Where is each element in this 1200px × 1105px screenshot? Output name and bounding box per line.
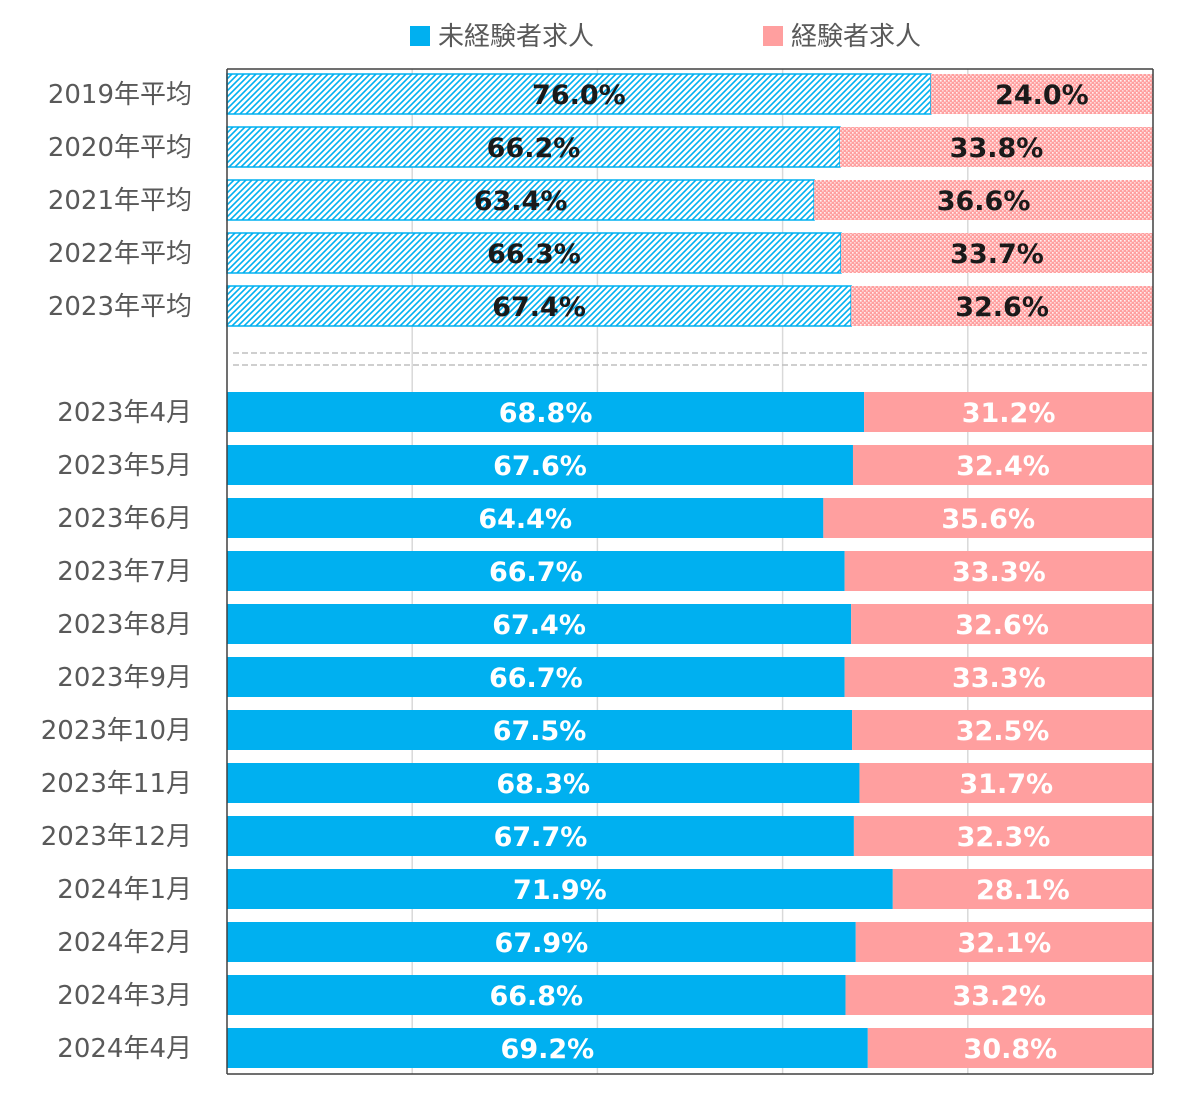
data-label: 67.4% bbox=[492, 292, 586, 323]
data-label: 24.0% bbox=[995, 80, 1089, 111]
data-label: 32.6% bbox=[955, 610, 1049, 641]
bar-segment bbox=[852, 445, 1153, 485]
bar-segment bbox=[227, 1028, 868, 1068]
bar-segment bbox=[227, 763, 860, 803]
data-label: 64.4% bbox=[478, 504, 572, 535]
data-label: 71.9% bbox=[513, 875, 607, 906]
bar-segment bbox=[855, 922, 1153, 962]
data-label: 66.2% bbox=[487, 133, 581, 164]
bar-segment bbox=[840, 127, 1153, 167]
bar-segment bbox=[853, 816, 1153, 856]
data-label: 33.3% bbox=[952, 663, 1046, 694]
bar-segment bbox=[227, 498, 824, 538]
bar-segment bbox=[226, 285, 852, 327]
category-label: 2024年2月 bbox=[57, 928, 192, 958]
category-label: 2023年11月 bbox=[41, 769, 192, 799]
bar-segment bbox=[930, 74, 1153, 114]
data-label: 33.8% bbox=[950, 133, 1044, 164]
category-label: 2022年平均 bbox=[48, 239, 192, 269]
data-label: 32.4% bbox=[956, 451, 1050, 482]
bar-segment bbox=[859, 763, 1153, 803]
bar-segment bbox=[226, 126, 841, 168]
data-label: 33.7% bbox=[950, 239, 1044, 270]
bar-segment bbox=[823, 498, 1153, 538]
category-label: 2023年10月 bbox=[41, 716, 192, 746]
category-label: 2023年7月 bbox=[57, 557, 192, 587]
data-label: 63.4% bbox=[474, 186, 568, 217]
bar-segment bbox=[867, 1028, 1153, 1068]
data-label: 32.3% bbox=[957, 822, 1051, 853]
bar-segment bbox=[845, 975, 1153, 1015]
category-label: 2024年3月 bbox=[57, 981, 192, 1011]
data-label: 30.8% bbox=[964, 1034, 1058, 1065]
data-label: 33.2% bbox=[952, 981, 1046, 1012]
bar-segment bbox=[852, 710, 1153, 750]
bar-segment bbox=[840, 233, 1153, 273]
data-label: 69.2% bbox=[501, 1034, 595, 1065]
bar-segment bbox=[844, 551, 1153, 591]
legend: 未経験者求人 経験者求人 bbox=[410, 22, 921, 52]
bar-segment bbox=[227, 392, 865, 432]
legend-swatch bbox=[410, 26, 430, 46]
data-label: 66.3% bbox=[487, 239, 581, 270]
data-label: 32.5% bbox=[956, 716, 1050, 747]
data-label: 67.6% bbox=[493, 451, 587, 482]
bar-segment bbox=[227, 710, 853, 750]
data-label: 28.1% bbox=[976, 875, 1070, 906]
bar-segment bbox=[227, 551, 845, 591]
category-label: 2023年12月 bbox=[41, 822, 192, 852]
data-label: 67.4% bbox=[492, 610, 586, 641]
data-label: 35.6% bbox=[941, 504, 1035, 535]
data-label: 31.7% bbox=[959, 769, 1053, 800]
category-label: 2023年平均 bbox=[48, 292, 192, 322]
category-labels: 2019年平均 2020年平均 2021年平均 2022年平均 2023年平均 2023年… bbox=[41, 80, 192, 1064]
data-label: 31.2% bbox=[962, 398, 1056, 429]
bar-segment bbox=[814, 180, 1153, 220]
bar-segment bbox=[227, 445, 853, 485]
data-label: 36.6% bbox=[937, 186, 1031, 217]
legend-label: 経験者求人 bbox=[791, 22, 921, 52]
data-label: 66.7% bbox=[489, 663, 583, 694]
bar-segment bbox=[227, 604, 852, 644]
data-label: 68.3% bbox=[496, 769, 590, 800]
data-label: 32.1% bbox=[958, 928, 1052, 959]
legend-swatch bbox=[763, 26, 783, 46]
category-label: 2023年6月 bbox=[57, 504, 192, 534]
bar-segment bbox=[227, 657, 845, 697]
category-label: 2019年平均 bbox=[48, 80, 192, 110]
bar-segment bbox=[227, 816, 854, 856]
data-label: 32.6% bbox=[955, 292, 1049, 323]
category-label: 2020年平均 bbox=[48, 133, 192, 163]
value-labels: 76.0% 24.0% 66.2% 33.8% 63.4% 36.6% 66.3% 33.7%… bbox=[474, 80, 1089, 1065]
data-label: 68.8% bbox=[499, 398, 593, 429]
bar-segment bbox=[892, 869, 1153, 909]
bar-segment bbox=[844, 657, 1153, 697]
data-label: 66.7% bbox=[489, 557, 583, 588]
data-label: 67.7% bbox=[494, 822, 588, 853]
bar-segment bbox=[227, 869, 893, 909]
bar-segment bbox=[226, 73, 932, 115]
bars bbox=[226, 73, 1153, 1068]
bar-segment bbox=[851, 286, 1153, 326]
axes bbox=[226, 68, 1154, 1075]
bar-segment bbox=[227, 975, 846, 1015]
category-label: 2023年8月 bbox=[57, 610, 192, 640]
category-label: 2021年平均 bbox=[48, 186, 192, 216]
category-label: 2023年9月 bbox=[57, 663, 192, 693]
category-label: 2024年4月 bbox=[57, 1034, 192, 1064]
bar-segment bbox=[227, 922, 856, 962]
category-label: 2023年4月 bbox=[57, 398, 192, 428]
data-label: 67.5% bbox=[493, 716, 587, 747]
bar-segment bbox=[864, 392, 1153, 432]
data-label: 76.0% bbox=[532, 80, 626, 111]
data-label: 33.3% bbox=[952, 557, 1046, 588]
data-label: 66.8% bbox=[489, 981, 583, 1012]
category-label: 2023年5月 bbox=[57, 451, 192, 481]
legend-label: 未経験者求人 bbox=[438, 22, 594, 52]
data-label: 67.9% bbox=[495, 928, 589, 959]
bar-segment bbox=[851, 604, 1153, 644]
category-label: 2024年1月 bbox=[57, 875, 192, 905]
